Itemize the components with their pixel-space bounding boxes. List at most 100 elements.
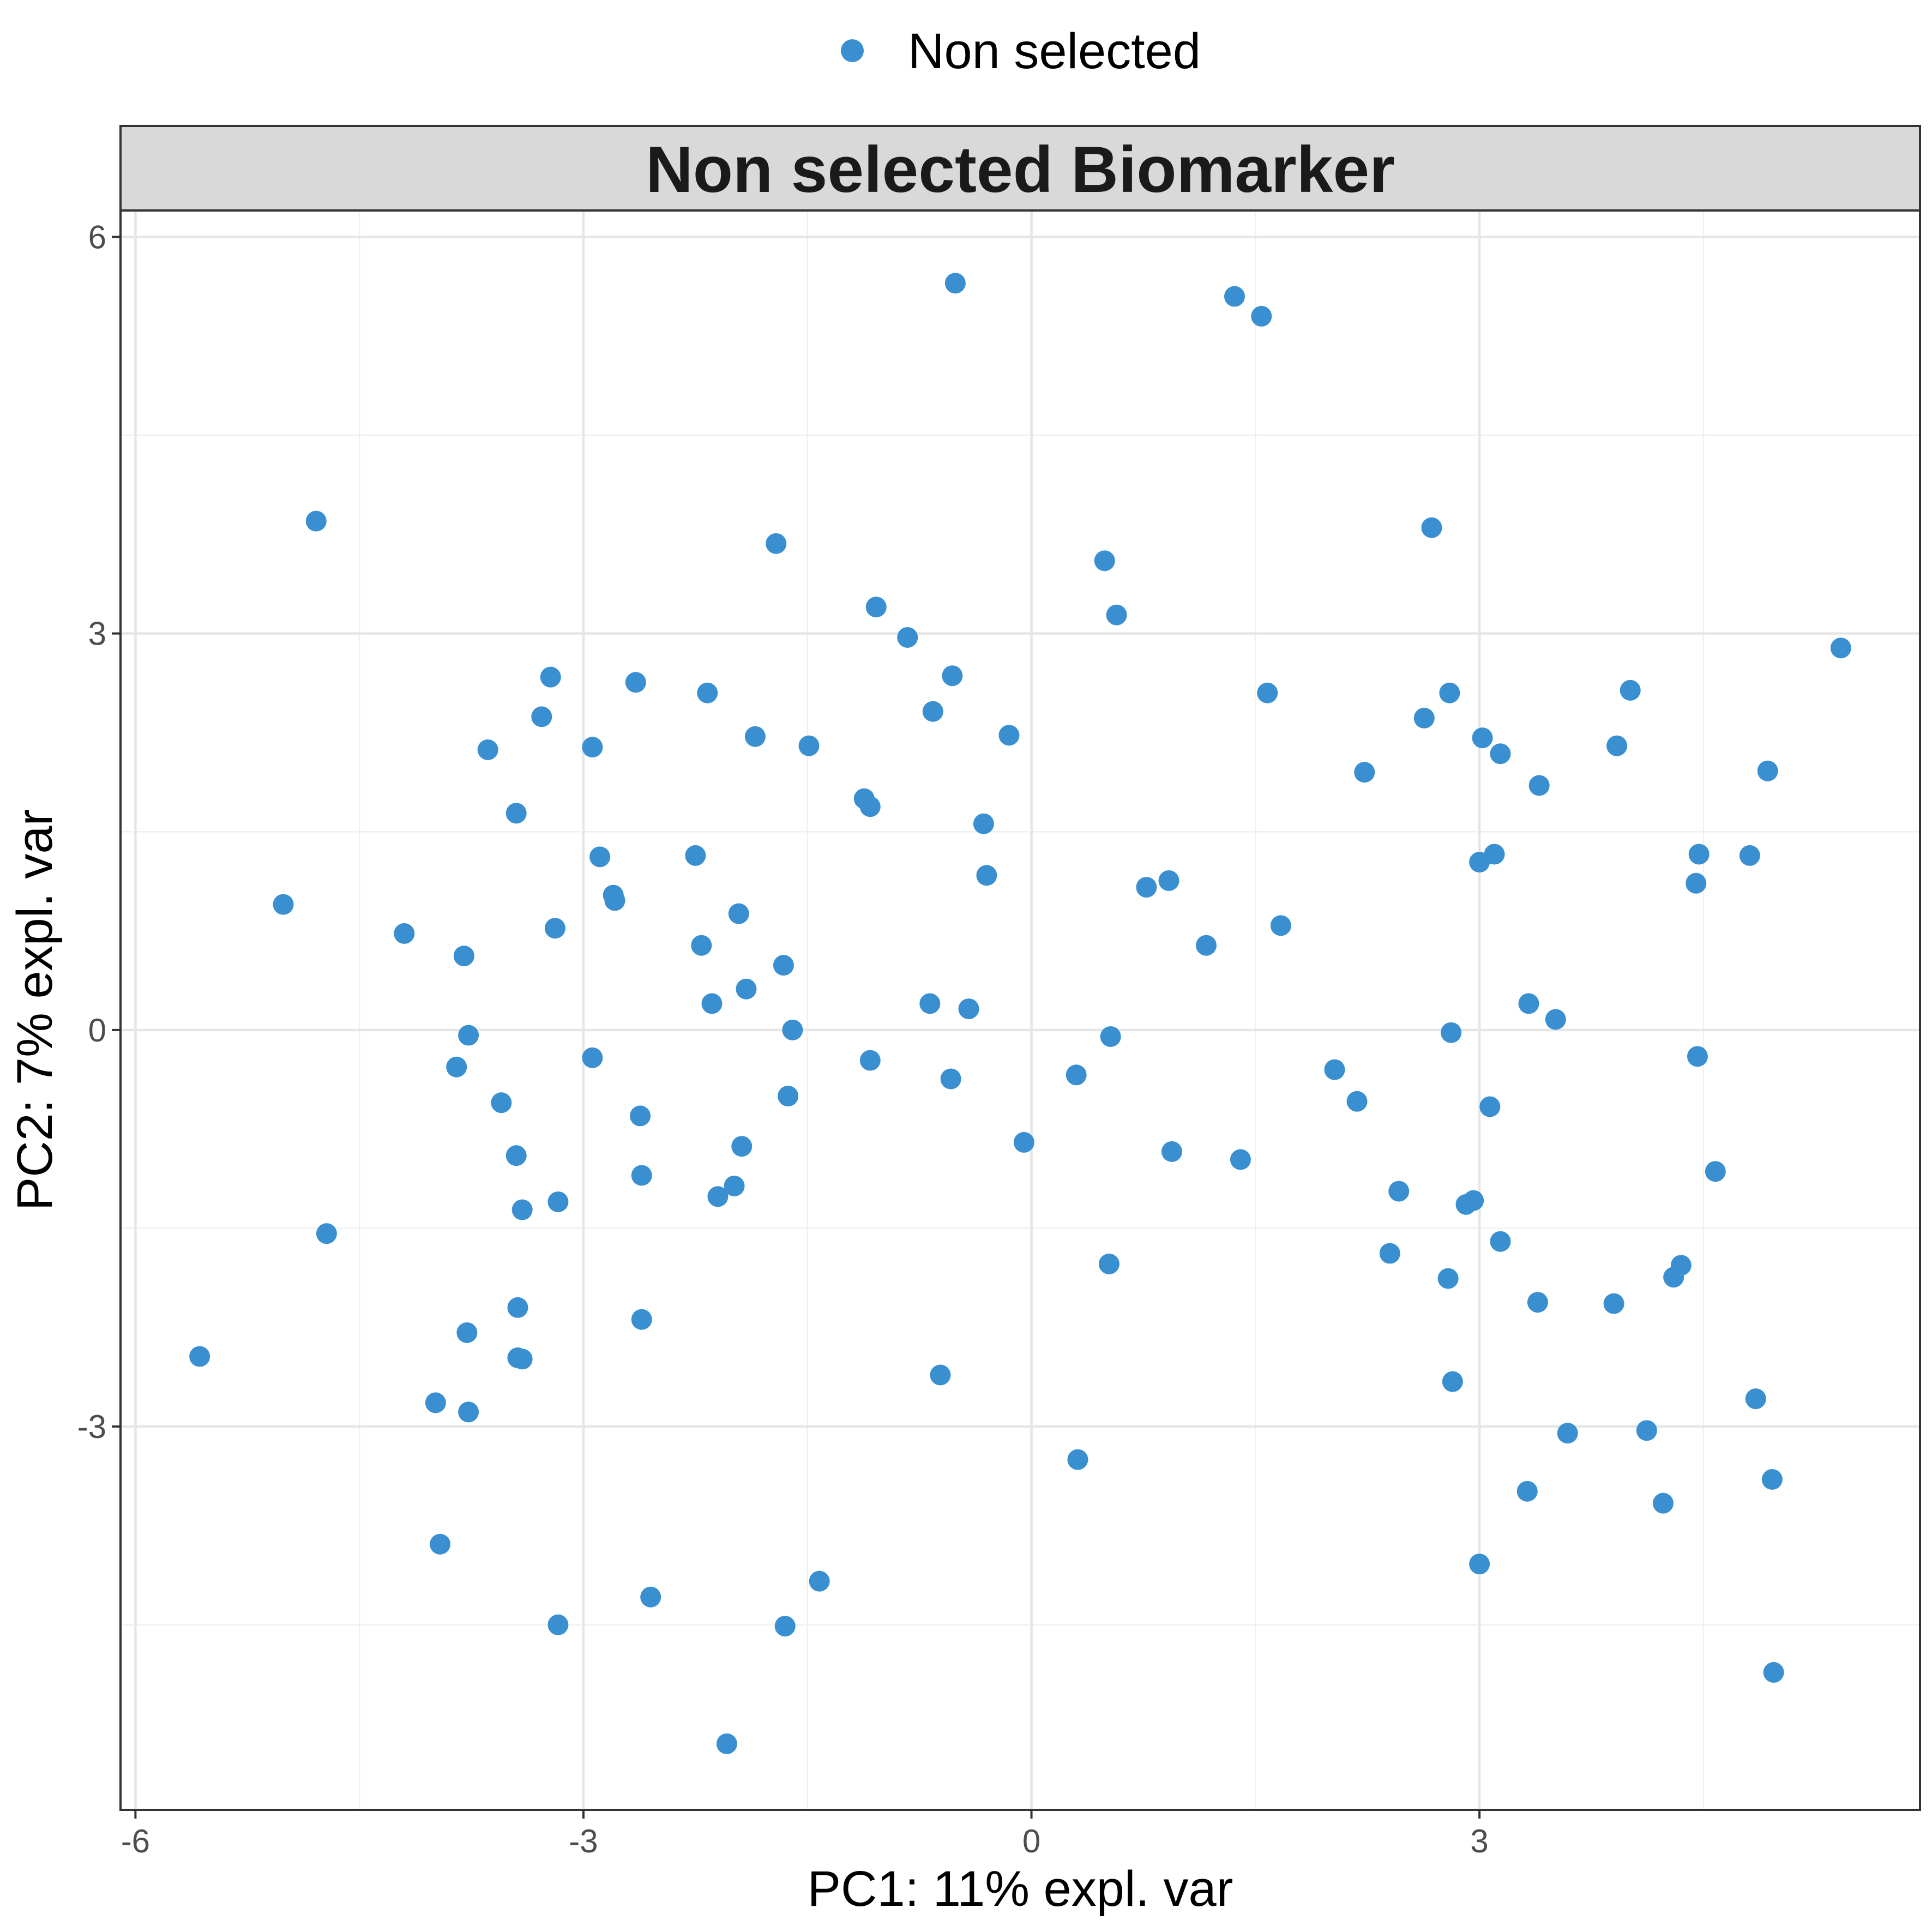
data-point xyxy=(1354,762,1375,783)
data-point xyxy=(1379,1243,1400,1264)
data-point xyxy=(940,1068,961,1090)
data-point xyxy=(1763,1662,1784,1683)
data-point xyxy=(1479,1096,1501,1117)
data-point xyxy=(1652,1492,1674,1514)
data-point xyxy=(582,1047,603,1068)
data-point xyxy=(630,1105,651,1127)
data-point xyxy=(1413,707,1435,729)
data-point xyxy=(430,1533,451,1555)
data-point xyxy=(273,894,294,915)
y-tick-label: 6 xyxy=(88,219,106,255)
data-point xyxy=(1066,1064,1087,1086)
data-point xyxy=(456,1322,478,1343)
facet-title: Non selected Biomarker xyxy=(646,133,1395,206)
data-point xyxy=(774,1616,796,1637)
data-point xyxy=(865,597,887,618)
y-axis-ticks: -3 0 3 6 xyxy=(77,219,121,1445)
data-point xyxy=(477,739,498,760)
data-point xyxy=(1136,877,1157,898)
data-point xyxy=(1441,1022,1462,1043)
data-point xyxy=(305,510,327,532)
plot-panel xyxy=(119,209,1921,1811)
data-point xyxy=(919,993,941,1014)
facet-strip-background xyxy=(119,125,1921,212)
x-axis-ticks: -6 -3 0 3 xyxy=(121,1810,1489,1859)
data-point xyxy=(782,1019,803,1040)
data-point xyxy=(582,737,603,758)
data-point xyxy=(744,726,766,747)
data-point xyxy=(1270,915,1291,936)
data-point xyxy=(773,955,794,976)
data-point xyxy=(736,978,757,1000)
legend-key-point xyxy=(841,39,864,62)
panel-border xyxy=(119,209,1921,1811)
x-axis-title: PC1: 11% expl. var xyxy=(808,1861,1233,1917)
data-point xyxy=(998,725,1020,746)
data-point xyxy=(1442,1371,1463,1392)
data-point xyxy=(1100,1026,1121,1047)
data-point xyxy=(1324,1059,1345,1080)
data-point xyxy=(942,665,963,687)
data-point xyxy=(897,627,918,648)
data-point xyxy=(778,1086,799,1107)
data-point xyxy=(1705,1161,1726,1182)
data-point xyxy=(1158,870,1179,891)
data-point xyxy=(691,935,712,956)
data-point xyxy=(859,796,881,817)
data-point xyxy=(511,1349,533,1370)
data-point xyxy=(604,890,625,911)
data-point xyxy=(1490,743,1511,765)
data-point xyxy=(707,1186,729,1207)
data-point xyxy=(922,701,943,722)
data-point xyxy=(1439,682,1460,703)
data-point xyxy=(766,533,787,554)
x-tick-label: -3 xyxy=(569,1823,598,1859)
data-point xyxy=(1557,1423,1578,1444)
data-point xyxy=(625,672,646,693)
data-point xyxy=(976,865,997,886)
data-point xyxy=(1527,1292,1548,1313)
data-point xyxy=(640,1586,661,1608)
data-point xyxy=(1688,844,1710,865)
data-point xyxy=(1620,679,1641,701)
data-point xyxy=(1663,1267,1684,1288)
data-point xyxy=(731,1136,753,1157)
data-point xyxy=(531,706,552,727)
legend-label: Non selected xyxy=(908,23,1201,79)
data-point xyxy=(1528,775,1550,796)
legend: Non selected xyxy=(841,23,1201,79)
y-axis-title: PC2: 7% expl. var xyxy=(7,809,63,1211)
x-tick-label: 3 xyxy=(1470,1823,1488,1859)
data-point xyxy=(1067,1449,1088,1470)
data-point xyxy=(1463,1190,1484,1211)
data-points xyxy=(189,273,1851,1754)
data-point xyxy=(1636,1420,1657,1441)
data-point xyxy=(453,946,474,967)
data-point xyxy=(1013,1131,1034,1153)
data-point xyxy=(511,1199,533,1220)
data-point xyxy=(944,273,966,294)
data-point xyxy=(505,803,527,824)
data-point xyxy=(685,845,706,866)
data-point xyxy=(446,1056,467,1078)
data-point xyxy=(1739,845,1760,866)
data-point xyxy=(1098,1253,1120,1274)
data-point xyxy=(505,1145,527,1166)
x-tick-label: -6 xyxy=(121,1823,150,1859)
major-gridlines xyxy=(121,210,1920,1810)
data-point xyxy=(589,846,611,868)
data-point xyxy=(1437,1268,1459,1289)
data-point xyxy=(1606,735,1628,756)
data-point xyxy=(425,1392,446,1413)
data-point xyxy=(1161,1141,1182,1162)
data-point xyxy=(930,1364,951,1386)
minor-gridlines xyxy=(121,210,1920,1810)
data-point xyxy=(540,666,561,688)
data-point xyxy=(1761,1469,1783,1490)
data-point xyxy=(394,923,415,944)
data-point xyxy=(1686,872,1707,894)
data-point xyxy=(1094,550,1115,571)
data-point xyxy=(631,1309,652,1330)
data-point xyxy=(1518,993,1539,1014)
